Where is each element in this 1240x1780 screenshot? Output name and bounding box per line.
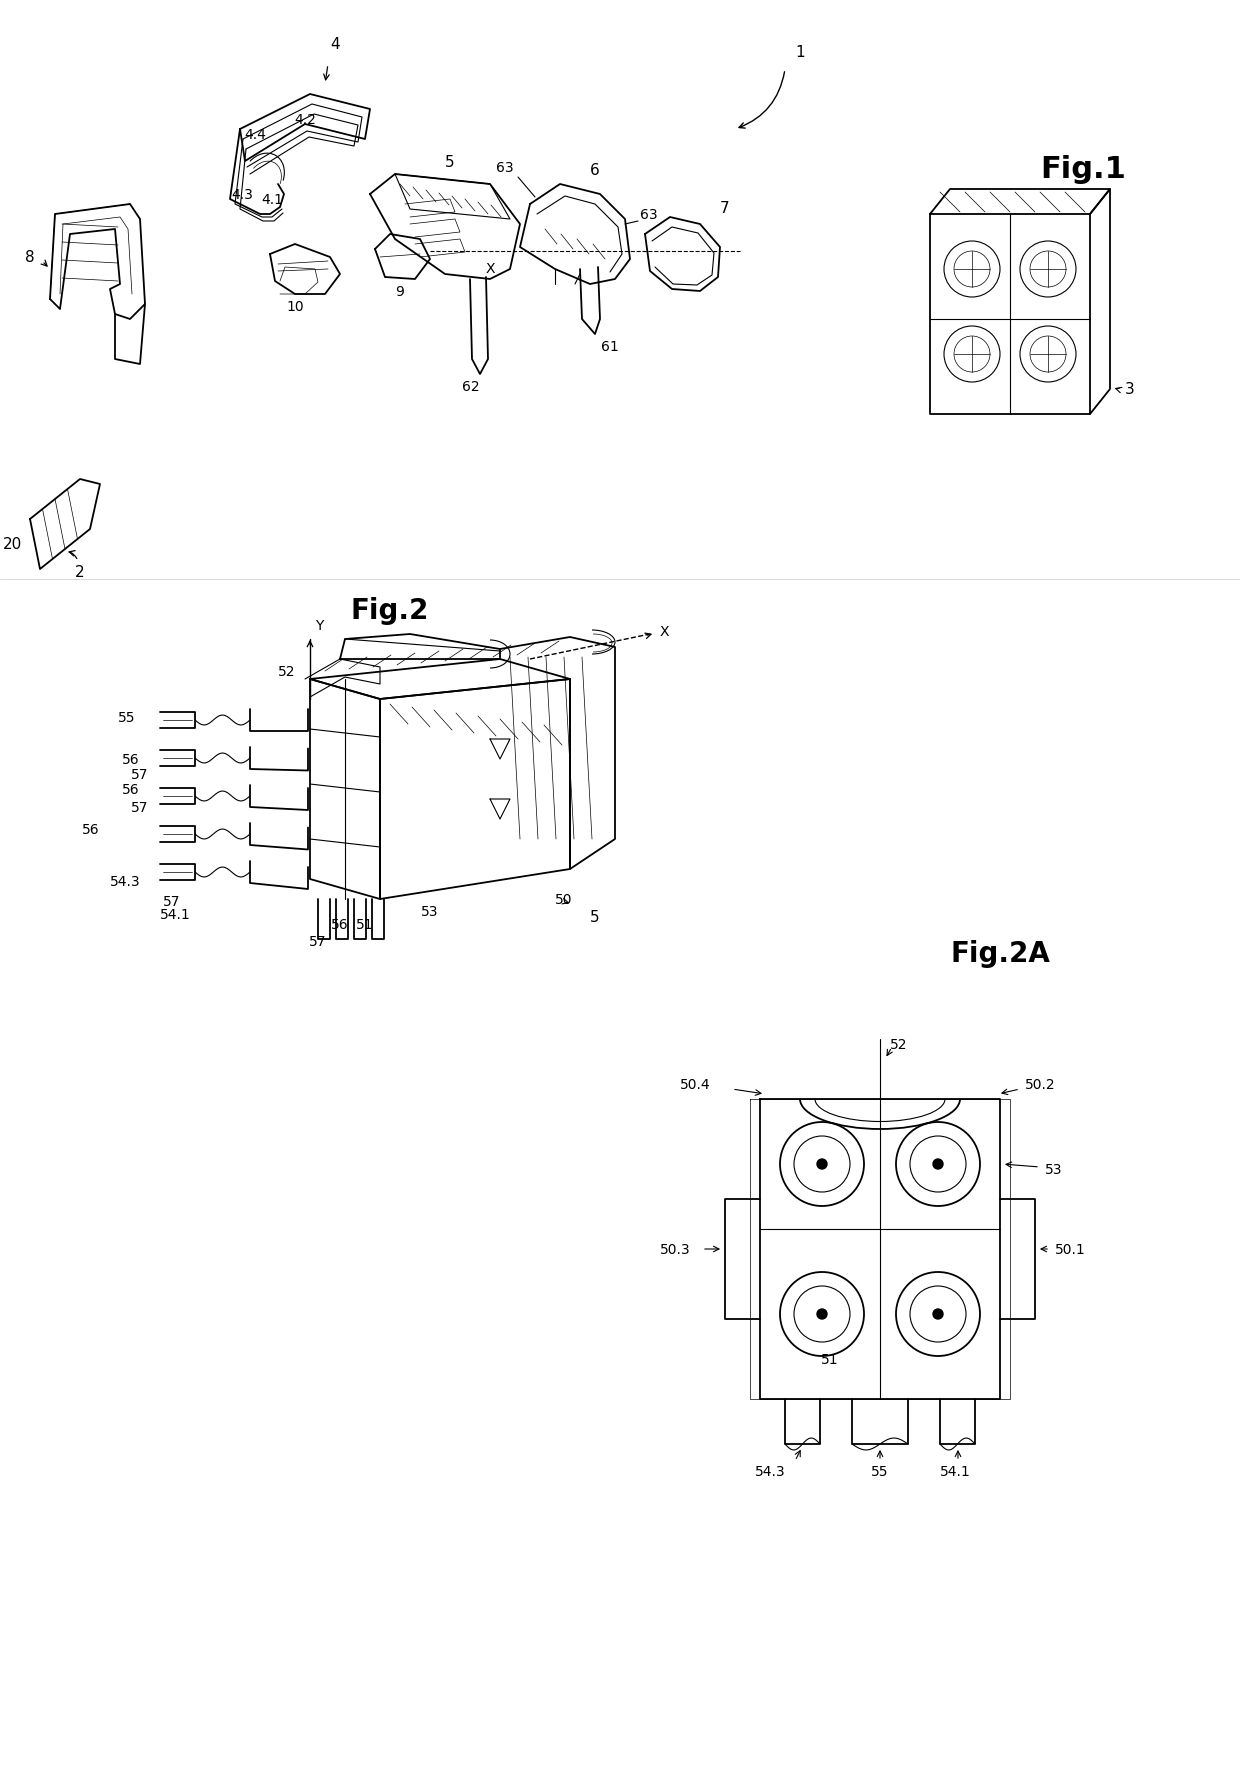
Text: 50.1: 50.1 bbox=[1055, 1242, 1086, 1257]
Text: 4.2: 4.2 bbox=[294, 112, 316, 126]
Text: 56: 56 bbox=[331, 917, 348, 931]
Text: 57: 57 bbox=[130, 767, 148, 781]
Text: 3: 3 bbox=[1125, 383, 1135, 397]
Text: 54.1: 54.1 bbox=[940, 1465, 971, 1477]
Text: 57: 57 bbox=[164, 895, 181, 908]
Text: 52: 52 bbox=[278, 664, 295, 678]
Text: 56: 56 bbox=[123, 783, 140, 797]
Text: X: X bbox=[660, 625, 670, 639]
Text: 50: 50 bbox=[556, 892, 573, 906]
Text: 4.1: 4.1 bbox=[260, 192, 283, 206]
Text: 50.2: 50.2 bbox=[1025, 1077, 1055, 1091]
Text: Fig.1: Fig.1 bbox=[1040, 155, 1126, 183]
Text: 9: 9 bbox=[396, 285, 404, 299]
Text: Fig.2A: Fig.2A bbox=[950, 940, 1050, 968]
Text: 54.1: 54.1 bbox=[160, 908, 191, 922]
Text: 8: 8 bbox=[25, 251, 35, 265]
Text: 56: 56 bbox=[123, 753, 140, 767]
Text: 53: 53 bbox=[422, 904, 439, 918]
Text: 55: 55 bbox=[118, 710, 135, 724]
Text: Fig.2: Fig.2 bbox=[351, 596, 429, 625]
Text: 63: 63 bbox=[496, 160, 513, 174]
Text: 63: 63 bbox=[640, 208, 657, 222]
Text: 4: 4 bbox=[330, 37, 340, 52]
Text: 50.3: 50.3 bbox=[660, 1242, 691, 1257]
Circle shape bbox=[932, 1159, 942, 1169]
Text: 10: 10 bbox=[286, 299, 304, 313]
Text: 52: 52 bbox=[890, 1038, 908, 1052]
Text: 4.3: 4.3 bbox=[231, 189, 253, 201]
Text: 5: 5 bbox=[590, 910, 600, 926]
Text: 20: 20 bbox=[2, 538, 22, 552]
Text: Y: Y bbox=[315, 619, 324, 632]
Text: 7: 7 bbox=[720, 201, 729, 215]
Text: 62: 62 bbox=[463, 379, 480, 393]
Text: 51: 51 bbox=[821, 1353, 838, 1367]
Text: 1: 1 bbox=[795, 44, 805, 61]
Text: 5: 5 bbox=[445, 155, 455, 169]
Text: 51: 51 bbox=[356, 917, 373, 931]
Text: 54.3: 54.3 bbox=[109, 874, 140, 888]
Text: 61: 61 bbox=[601, 340, 619, 354]
Text: 55: 55 bbox=[872, 1465, 889, 1477]
Circle shape bbox=[932, 1310, 942, 1319]
Circle shape bbox=[817, 1159, 827, 1169]
Text: 57: 57 bbox=[130, 801, 148, 815]
Text: 53: 53 bbox=[1045, 1162, 1063, 1177]
Circle shape bbox=[817, 1310, 827, 1319]
Text: 6: 6 bbox=[590, 164, 600, 178]
Text: 57: 57 bbox=[309, 934, 327, 949]
Text: 54.3: 54.3 bbox=[755, 1465, 785, 1477]
Text: X: X bbox=[485, 262, 495, 276]
Text: 2: 2 bbox=[76, 564, 84, 580]
Text: 50.4: 50.4 bbox=[680, 1077, 711, 1091]
Text: 4.4: 4.4 bbox=[244, 128, 265, 142]
Text: 56: 56 bbox=[82, 822, 100, 837]
